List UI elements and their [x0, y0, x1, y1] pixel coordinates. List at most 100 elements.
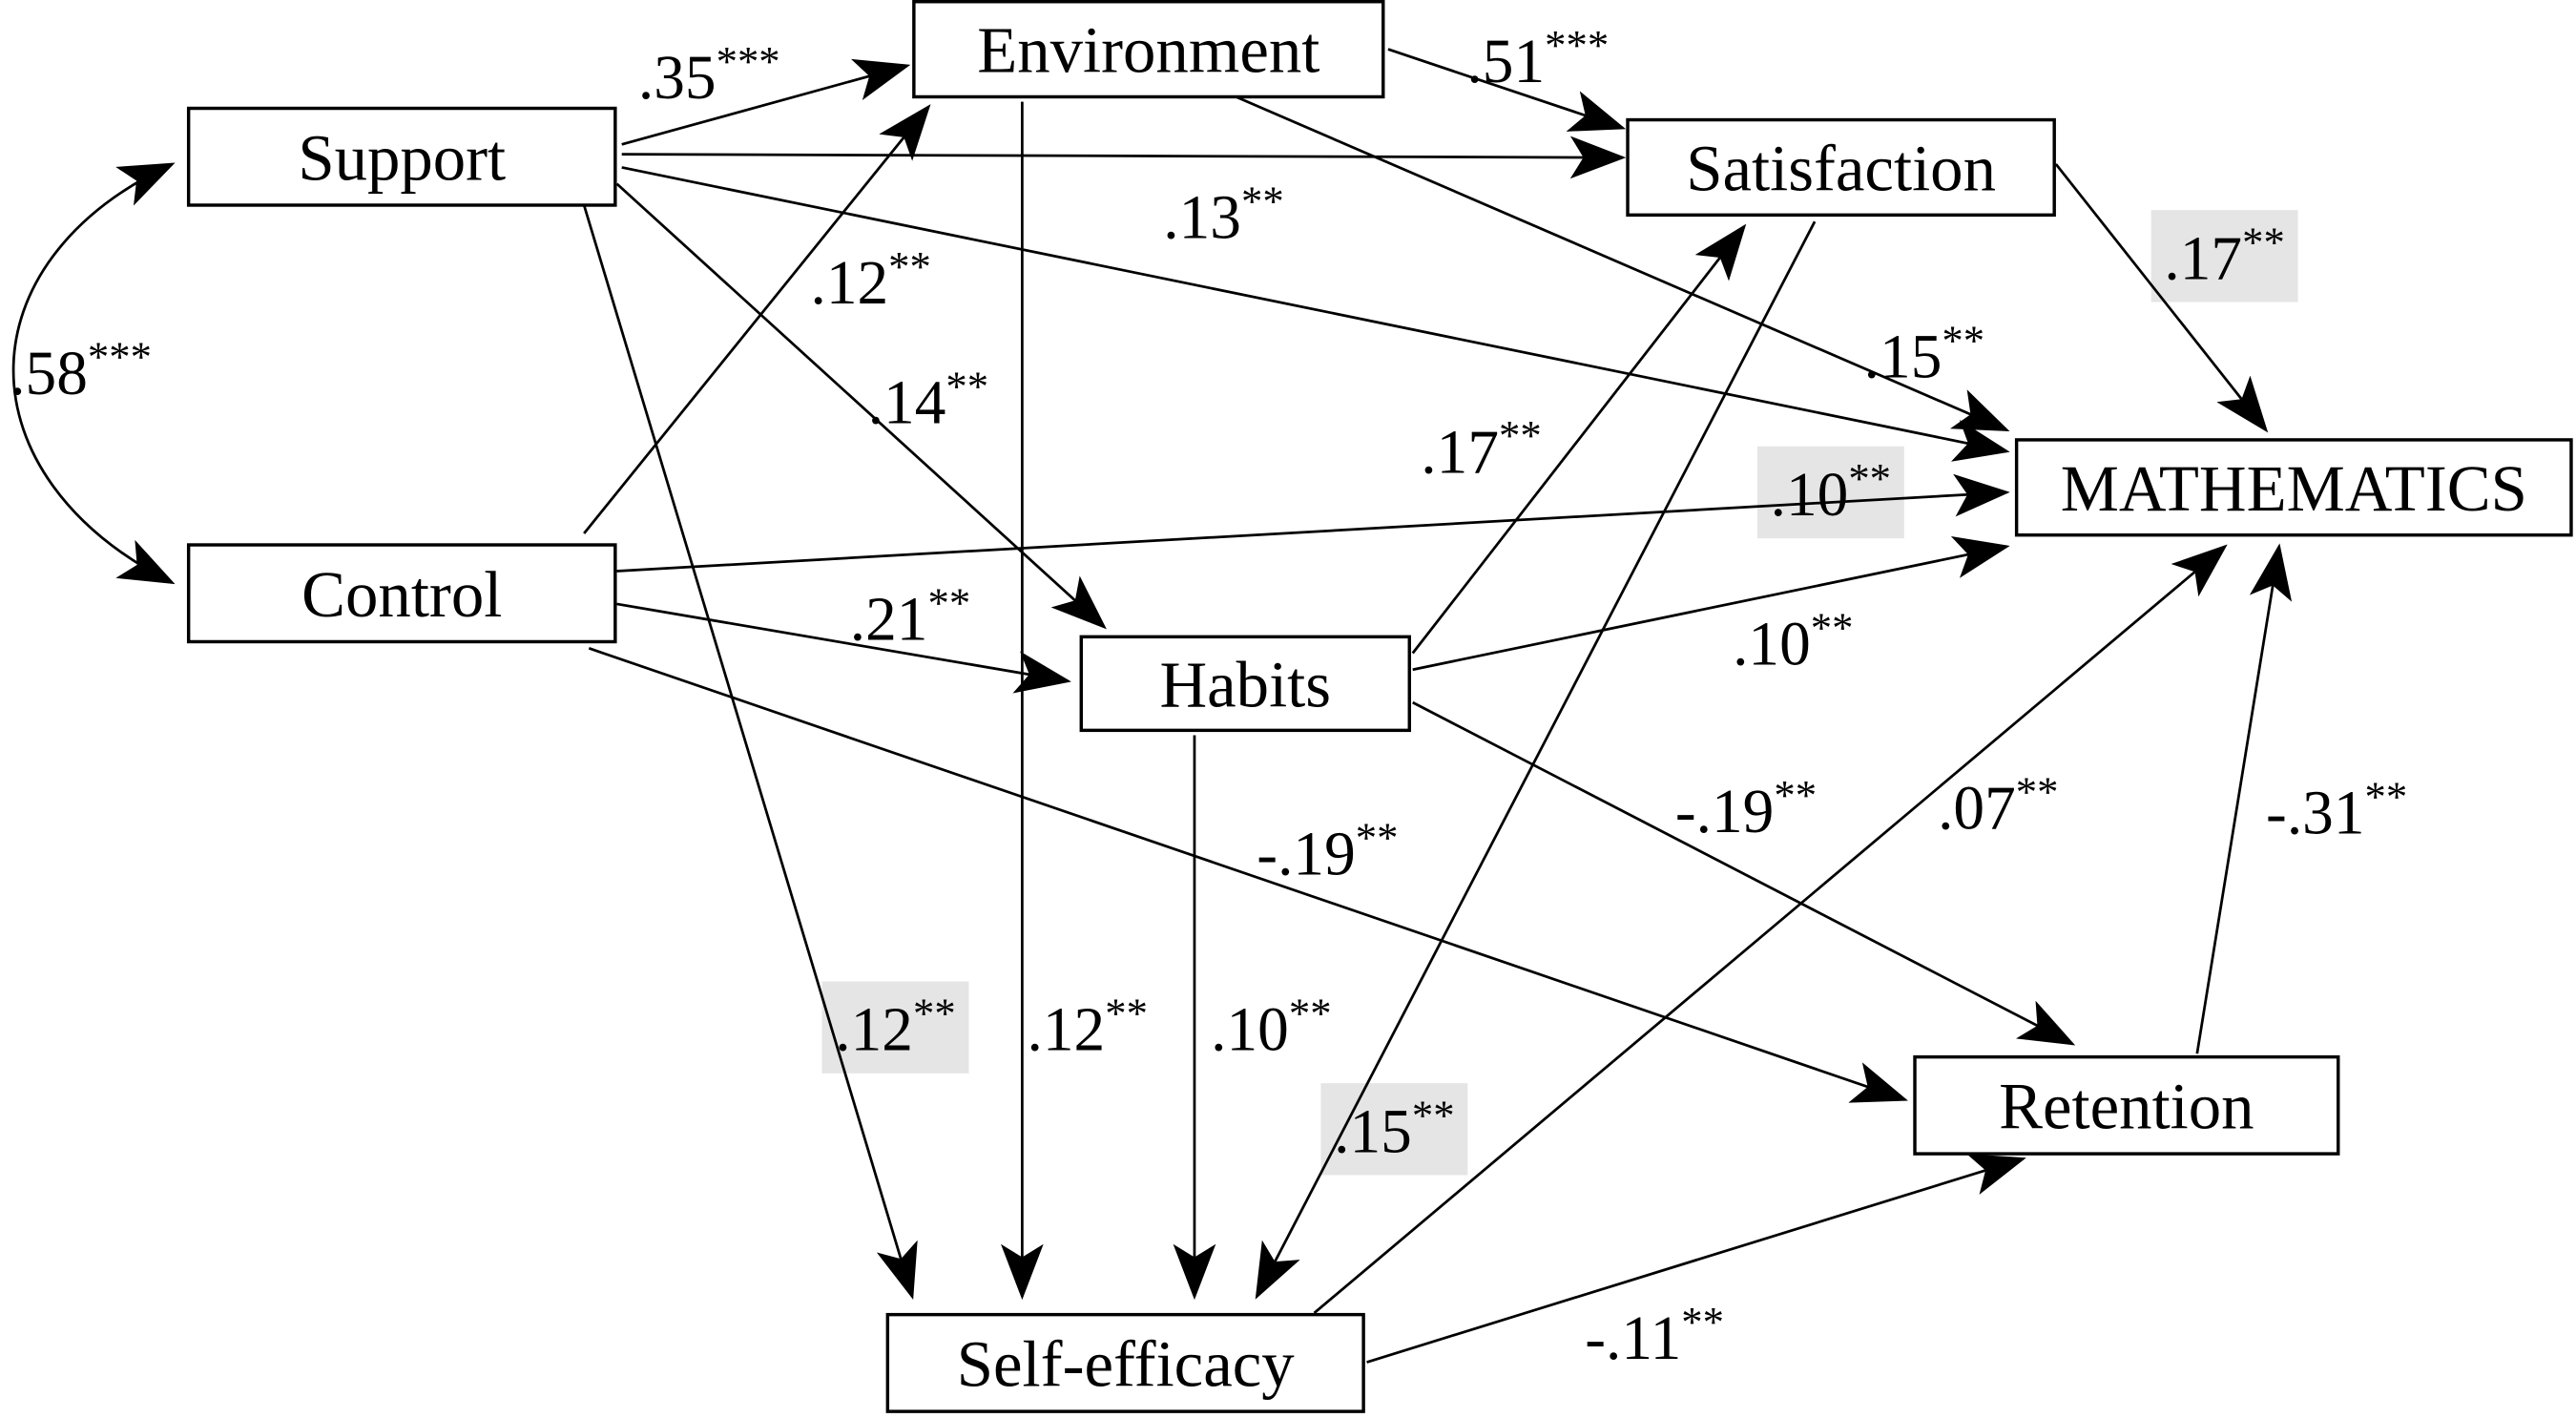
- arrow: [621, 58, 911, 146]
- arrow: [1366, 1154, 2026, 1364]
- node-label: Control: [301, 558, 502, 631]
- arrow: [616, 602, 1071, 694]
- path-coefficient: -.19**: [1257, 814, 1398, 889]
- coefficient: -.31: [2266, 780, 2364, 848]
- coefficient: .10: [1733, 611, 1811, 679]
- arrow: [621, 136, 1627, 179]
- path-coefficient: -.19**: [1675, 771, 1817, 846]
- arrow: [616, 473, 2010, 573]
- path-coefficient: .07**: [1938, 767, 2058, 843]
- node-label: Habits: [1159, 648, 1331, 720]
- significance: **: [1774, 771, 1817, 819]
- highlight-box: [1756, 446, 1904, 539]
- path-coefficient: .10**: [1211, 990, 1331, 1065]
- significance: **: [1105, 990, 1148, 1037]
- arrow: [2195, 543, 2293, 1054]
- arrow: [588, 647, 1908, 1103]
- significance: **: [945, 363, 988, 410]
- coefficient: .15: [1334, 1097, 1412, 1166]
- node-label: Satisfaction: [1686, 133, 1996, 205]
- significance: **: [913, 990, 956, 1037]
- coefficient: .12: [835, 996, 913, 1065]
- coefficient: -.19: [1257, 821, 1355, 889]
- coefficient: .12: [1028, 996, 1106, 1065]
- node-box: [186, 106, 617, 207]
- significance: ***: [717, 37, 780, 85]
- significance: **: [1681, 1298, 1724, 1345]
- coefficient: -.11: [1585, 1304, 1681, 1373]
- path-coefficient: .12**: [811, 242, 931, 318]
- node-label: Environment: [977, 14, 1319, 87]
- highlight-box: [2150, 210, 2298, 302]
- arrow: [1313, 544, 2228, 1314]
- path-coefficient: .10**: [1771, 454, 1891, 530]
- significance: **: [1942, 316, 1984, 364]
- path-coefficient: -.11**: [1585, 1298, 1724, 1373]
- node-box: [2014, 438, 2573, 537]
- arrow: [1387, 48, 1627, 132]
- node-box: [1913, 1054, 2340, 1156]
- node-label: Retention: [1999, 1070, 2254, 1142]
- path-coefficient: .21**: [850, 579, 970, 655]
- coefficient: .17: [1421, 418, 1499, 487]
- coefficient: .51: [1466, 28, 1545, 96]
- path-coefficient: .14**: [868, 363, 988, 438]
- arrow: [583, 104, 931, 534]
- significance: **: [1811, 603, 1854, 651]
- arrow: [1412, 700, 2076, 1046]
- node-box: [186, 543, 617, 644]
- significance: **: [2242, 218, 2285, 265]
- node-label: MATHEMATICS: [2061, 452, 2527, 525]
- coefficient: .35: [638, 44, 717, 113]
- node-label: Support: [298, 121, 506, 194]
- path-coefficient: .13**: [1163, 177, 1283, 252]
- arrow: [582, 204, 918, 1301]
- arrow: [2054, 163, 2269, 433]
- coefficient: .12: [811, 249, 889, 318]
- node-box: [912, 0, 1385, 99]
- path-coefficient: .35***: [638, 37, 780, 113]
- significance: **: [927, 579, 970, 627]
- arrow: [1231, 94, 2010, 431]
- node-label: Self-efficacy: [957, 1327, 1295, 1400]
- arrow: [621, 166, 2010, 462]
- node-box: [1626, 117, 2056, 218]
- significance: **: [1848, 454, 1891, 502]
- significance: ***: [1545, 21, 1609, 69]
- significance: **: [1499, 411, 1542, 459]
- path-coefficient: -.31**: [2266, 773, 2407, 848]
- coefficient: .14: [868, 369, 946, 438]
- coefficient: .10: [1211, 996, 1289, 1065]
- coefficient: -.19: [1675, 778, 1774, 846]
- significance: **: [2365, 773, 2408, 821]
- significance: **: [1356, 814, 1399, 862]
- path-coefficient: .12**: [835, 990, 955, 1065]
- path-coefficient: .10**: [1733, 603, 1853, 678]
- path-coefficient: .15**: [1864, 316, 1984, 391]
- path-coefficient: .51***: [1466, 21, 1609, 96]
- coefficient: .10: [1771, 461, 1849, 530]
- arrow: [1411, 223, 1747, 655]
- coefficient: .07: [1938, 775, 2016, 844]
- coefficient: .58: [10, 340, 88, 408]
- arrow: [1412, 536, 2010, 672]
- significance: **: [888, 242, 931, 290]
- significance: **: [1241, 177, 1284, 224]
- node-box: [885, 1312, 1365, 1413]
- path-coefficient: .17**: [1421, 411, 1541, 487]
- path-coefficient: .58***: [10, 333, 152, 408]
- significance: **: [1412, 1091, 1455, 1138]
- node-box: [1079, 635, 1411, 733]
- coefficient: .13: [1163, 183, 1241, 252]
- highlight-box: [1320, 1083, 1468, 1176]
- arrow: [1255, 220, 1817, 1300]
- coefficient: .21: [850, 586, 928, 655]
- significance: ***: [88, 333, 152, 381]
- coefficient: .17: [2164, 224, 2242, 293]
- path-coefficient: .12**: [1028, 990, 1148, 1065]
- coefficient: .15: [1864, 323, 1942, 392]
- path-coefficient: .17**: [2164, 218, 2284, 293]
- covariance-arrow: [11, 162, 176, 585]
- significance: **: [2016, 767, 2059, 815]
